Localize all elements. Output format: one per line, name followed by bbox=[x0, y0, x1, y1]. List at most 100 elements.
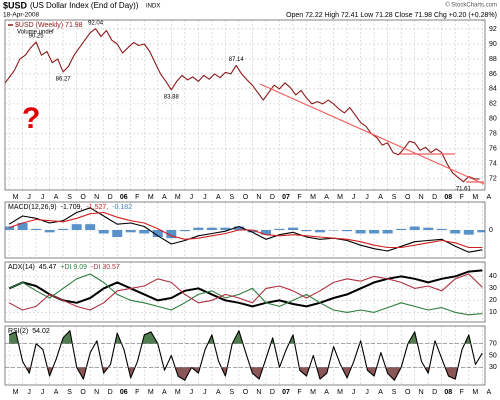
x-tick-label: D bbox=[270, 389, 275, 396]
legend-label: -DI 30.57 bbox=[91, 264, 120, 271]
x-tick-label: J bbox=[41, 194, 45, 201]
histogram-bar bbox=[436, 228, 447, 230]
x-tick-label: 07 bbox=[282, 194, 290, 201]
x-tick-label: M bbox=[310, 389, 316, 396]
x-tick-label: J bbox=[190, 389, 194, 396]
series-line bbox=[8, 207, 483, 253]
x-tick-label: J bbox=[365, 389, 369, 396]
x-tick-label: J bbox=[190, 194, 194, 201]
x-tick-label: J bbox=[41, 389, 45, 396]
series-line bbox=[8, 330, 483, 381]
histogram-bar bbox=[328, 230, 339, 231]
x-tick-label: D bbox=[432, 389, 437, 396]
legend-label: -0.182 bbox=[112, 204, 132, 211]
y-tick-label: 0 bbox=[489, 227, 493, 234]
legend-label: $USD (Weekly) 71.98 bbox=[15, 22, 83, 29]
plot-area bbox=[5, 28, 480, 183]
histogram-bar bbox=[301, 230, 312, 232]
y-tick-label: 86 bbox=[489, 71, 497, 78]
histogram-bar bbox=[5, 226, 15, 230]
annotation: 71.61 bbox=[456, 186, 472, 192]
x-tick-label: A bbox=[216, 389, 221, 396]
annotation: 92.04 bbox=[88, 20, 104, 26]
y-tick-label: 50 bbox=[489, 352, 497, 359]
panel-title: ADX(14) bbox=[8, 264, 35, 271]
x-tick-label: S bbox=[230, 389, 235, 396]
x-tick-label: N bbox=[419, 389, 424, 396]
x-tick-label: A bbox=[162, 194, 167, 201]
y-tick-label: 10 bbox=[489, 309, 497, 316]
x-tick-label: M bbox=[148, 389, 154, 396]
x-tick-label: F bbox=[135, 389, 139, 396]
y-tick-label: 40 bbox=[489, 273, 497, 280]
y-tick-label: 20 bbox=[489, 297, 497, 304]
x-tick-label: A bbox=[216, 194, 221, 201]
histogram-bar bbox=[112, 230, 123, 237]
y-tick-label: 92 bbox=[489, 26, 497, 33]
y-tick-label: 76 bbox=[489, 146, 497, 153]
x-tick-label: N bbox=[94, 389, 99, 396]
x-tick-label: D bbox=[108, 194, 113, 201]
x-tick-label: A bbox=[324, 194, 329, 201]
x-tick-label: N bbox=[256, 194, 261, 201]
x-tick-label: O bbox=[243, 194, 249, 201]
x-tick-label: F bbox=[135, 194, 139, 201]
panel-frame bbox=[4, 201, 486, 259]
histogram-bar bbox=[463, 230, 474, 235]
plot-area bbox=[8, 269, 483, 316]
histogram-bar bbox=[233, 226, 244, 230]
y-tick-label: 80 bbox=[489, 116, 497, 123]
histogram-bar bbox=[396, 228, 407, 230]
x-tick-label: N bbox=[419, 194, 424, 201]
histogram-bar bbox=[220, 227, 231, 230]
histogram-bar bbox=[193, 227, 204, 230]
histogram-bar bbox=[288, 227, 298, 230]
x-tick-label: D bbox=[432, 194, 437, 201]
panel-frame bbox=[4, 325, 486, 386]
x-tick-label: A bbox=[486, 389, 491, 396]
annotation: 83.88 bbox=[164, 94, 180, 100]
y-tick-label: 84 bbox=[489, 86, 497, 93]
x-tick-label: 06 bbox=[120, 389, 128, 396]
histogram-bar bbox=[71, 224, 82, 230]
x-tick-label: O bbox=[405, 194, 411, 201]
x-tick-label: O bbox=[80, 389, 86, 396]
histogram-bar bbox=[369, 230, 380, 234]
histogram-bar bbox=[342, 230, 353, 232]
x-tick-label: N bbox=[256, 389, 261, 396]
x-tick-label: S bbox=[67, 389, 72, 396]
y-tick-label: 30 bbox=[489, 364, 497, 371]
histogram-bar bbox=[315, 230, 326, 233]
histogram-bar bbox=[206, 227, 217, 230]
annotation: 86.27 bbox=[56, 76, 72, 82]
index-name: (US Dollar Index (End of Day)) bbox=[30, 1, 139, 10]
x-tick-label: A bbox=[54, 194, 59, 201]
histogram-bar bbox=[125, 230, 136, 233]
histogram-bar bbox=[152, 230, 163, 237]
x-tick-label: 08 bbox=[444, 194, 452, 201]
date: 18-Apr-2008 bbox=[3, 12, 40, 19]
histogram-bar bbox=[139, 230, 150, 234]
plot-area bbox=[5, 207, 485, 253]
x-tick-label: M bbox=[13, 389, 19, 396]
x-tick-label: M bbox=[175, 194, 181, 201]
y-tick-label: 74 bbox=[489, 161, 497, 168]
histogram-bar bbox=[355, 230, 366, 234]
x-tick-label: J bbox=[352, 389, 356, 396]
histogram-bar bbox=[58, 228, 69, 230]
volume-label: Volume undef bbox=[17, 30, 54, 36]
x-tick-label: A bbox=[54, 389, 59, 396]
histogram-bar bbox=[260, 230, 271, 235]
histogram-bar bbox=[477, 230, 485, 233]
annotation: 87.14 bbox=[229, 57, 245, 63]
x-tick-label: M bbox=[337, 389, 343, 396]
series-line bbox=[8, 273, 483, 316]
x-tick-label: D bbox=[108, 389, 113, 396]
x-tick-label: M bbox=[310, 194, 316, 201]
symbol: $USD bbox=[3, 0, 28, 10]
y-tick-label: 30 bbox=[489, 285, 497, 292]
x-tick-label: J bbox=[27, 389, 31, 396]
quote: Open 72.22 High 72.41 Low 71.28 Close 71… bbox=[286, 12, 497, 19]
x-tick-label: S bbox=[392, 389, 397, 396]
x-tick-label: M bbox=[472, 194, 478, 201]
